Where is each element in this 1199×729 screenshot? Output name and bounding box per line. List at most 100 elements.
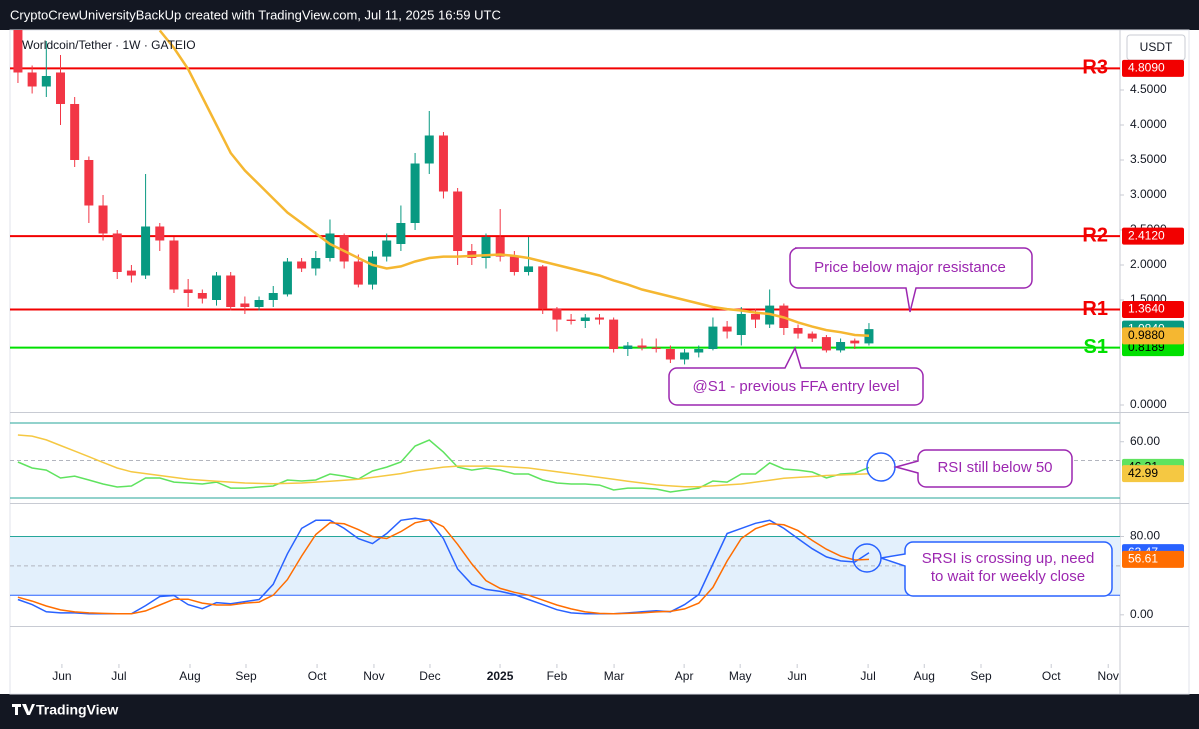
x-tick-label: Jul — [111, 669, 126, 683]
price-tag — [1122, 227, 1184, 245]
level-name: R2 — [1082, 224, 1108, 246]
footer-bar — [0, 694, 1199, 729]
candle-body — [70, 103, 80, 160]
x-tick-label: Dec — [419, 669, 440, 683]
level-name: S1 — [1084, 336, 1108, 358]
candle-body — [438, 135, 448, 192]
price-tag-label: 2.4120 — [1128, 228, 1165, 242]
annotation: @S1 - previous FFA entry level — [668, 345, 924, 406]
candle-body — [268, 292, 278, 300]
annotation-box — [789, 247, 1033, 313]
x-tick-label: Oct — [308, 669, 327, 683]
candle-body — [183, 289, 193, 293]
x-tick-label: May — [729, 669, 752, 683]
candle-body — [552, 308, 562, 320]
candle-body — [538, 266, 548, 309]
candle-body — [368, 256, 378, 285]
x-tick-label: Jul — [860, 669, 875, 683]
candle-body — [524, 266, 534, 272]
candle-body — [339, 235, 349, 262]
candle-body — [680, 352, 690, 360]
candle-body — [169, 240, 179, 290]
candle-body — [609, 319, 619, 349]
footer-logo: TradingView — [36, 702, 118, 718]
y-tick-label: 0.00 — [1130, 607, 1154, 621]
candle-body — [736, 313, 746, 335]
price-tag-label: 4.8090 — [1128, 61, 1165, 75]
y-tick-label: 80.00 — [1130, 529, 1160, 543]
x-tick-label: Sep — [235, 669, 257, 683]
annotation-box — [880, 541, 1113, 597]
candle-body — [623, 345, 633, 349]
x-tick-label: Feb — [547, 669, 568, 683]
annotation: RSI still below 50 — [866, 449, 1073, 488]
candle-body — [240, 303, 250, 307]
candle-body — [467, 250, 477, 258]
pane — [10, 422, 1120, 499]
x-tick-label: Aug — [914, 669, 935, 683]
candle-body — [424, 135, 434, 164]
candle-body — [41, 75, 51, 87]
x-tick-label: Nov — [363, 669, 384, 683]
price-tag — [1122, 465, 1184, 483]
price-tag — [1122, 301, 1184, 319]
x-tick-label: Jun — [52, 669, 71, 683]
candle-body — [750, 313, 760, 320]
level-name: R1 — [1082, 298, 1108, 320]
header-text: CryptoCrewUniversityBackUp created with … — [10, 7, 501, 22]
candle-body — [382, 240, 392, 257]
candle-body — [84, 159, 94, 206]
candle-body — [694, 348, 704, 353]
x-tick-label: Mar — [604, 669, 625, 683]
candle-body — [55, 72, 65, 104]
y-tick-label: 2.0000 — [1130, 257, 1167, 271]
annotation-text: SRSI is crossing up, need — [922, 550, 1095, 567]
price-tag — [1122, 327, 1184, 345]
currency: USDT — [1140, 40, 1173, 54]
candle-body — [126, 270, 136, 276]
x-tick-label: Aug — [179, 669, 200, 683]
annotation-text: to wait for weekly close — [931, 568, 1085, 585]
price-tag-label: 56.61 — [1128, 552, 1158, 566]
x-tick-label: 2025 — [487, 669, 514, 683]
line — [158, 30, 870, 338]
candle-body — [495, 236, 505, 257]
line — [17, 434, 870, 488]
symbol-title: Worldcoin/Tether · 1W · GATEIO — [22, 38, 196, 52]
candle-body — [850, 340, 860, 344]
line — [17, 517, 870, 615]
level-name: R3 — [1082, 57, 1108, 79]
annotation: Price below major resistance — [789, 247, 1033, 313]
candle-body — [410, 163, 420, 223]
y-tick-label: 3.5000 — [1130, 152, 1167, 166]
frame — [9, 29, 1190, 695]
y-tick-label: 0.0000 — [1130, 397, 1167, 411]
x-tick-label: Nov — [1098, 669, 1119, 683]
candle-body — [821, 337, 831, 351]
y-tick-label: 3.0000 — [1130, 187, 1167, 201]
pane — [10, 30, 1120, 365]
annotation: SRSI is crossing up, need to wait for we… — [852, 541, 1113, 597]
candle-body — [141, 226, 151, 276]
candle-body — [13, 30, 23, 73]
candle-body — [155, 226, 165, 241]
candle-body — [580, 317, 590, 321]
candle-body — [98, 205, 108, 234]
candle-body — [481, 236, 491, 258]
candle-body — [197, 292, 207, 299]
header-bar — [0, 0, 1199, 30]
candle-body — [708, 326, 718, 349]
candle-body — [396, 222, 406, 244]
candle-body — [311, 257, 321, 269]
candle-body — [297, 261, 307, 269]
candle-body — [212, 275, 222, 300]
candle-body — [226, 275, 236, 307]
price-tag-label: 0.9880 — [1128, 328, 1165, 342]
candle-body — [325, 233, 335, 258]
annotation-text: @S1 - previous FFA entry level — [693, 378, 900, 395]
candle-body — [722, 326, 732, 332]
price-tag — [1122, 550, 1184, 568]
line — [17, 439, 870, 493]
